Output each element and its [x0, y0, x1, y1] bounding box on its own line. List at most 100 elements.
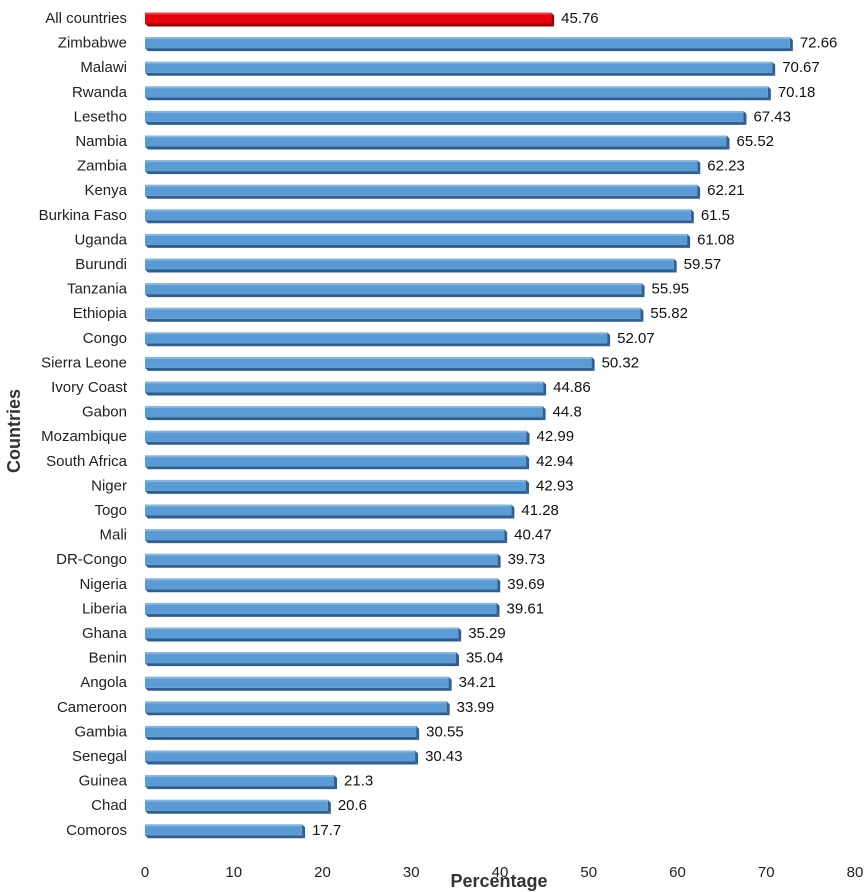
bar-shine	[145, 652, 456, 655]
bar	[145, 701, 450, 716]
bar-bottom-face	[145, 810, 331, 814]
x-tick-label: 50	[580, 864, 597, 881]
bar-shine	[145, 332, 608, 335]
bar-front-face	[145, 110, 744, 122]
category-label: Chad	[91, 797, 127, 814]
bar-side-face	[526, 479, 530, 494]
bar-front-face	[145, 332, 608, 344]
bar	[145, 258, 677, 273]
bar-side-face	[673, 258, 677, 273]
value-label: 72.66	[800, 35, 838, 52]
bar	[145, 381, 547, 396]
bar-bottom-face	[145, 294, 645, 298]
bar-front-face	[145, 578, 498, 590]
bar	[145, 529, 508, 544]
bar-bottom-face	[145, 72, 776, 76]
category-label: Cameroon	[57, 699, 127, 716]
bar-side-face	[497, 553, 501, 568]
value-label: 34.21	[459, 674, 497, 691]
bar-shine	[145, 701, 447, 704]
value-label: 55.95	[652, 281, 690, 298]
bar-front-face	[145, 209, 691, 221]
bar-bottom-face	[145, 367, 595, 371]
bar-shine	[145, 725, 417, 728]
bar	[145, 553, 501, 568]
bar-side-face	[526, 455, 530, 470]
bar-front-face	[145, 381, 544, 393]
bar	[145, 725, 420, 740]
category-label: Mali	[99, 527, 127, 544]
bar-side-face	[496, 602, 500, 617]
bar-side-face	[591, 356, 595, 371]
bar-bottom-face	[145, 466, 530, 470]
bar-front-face	[145, 725, 417, 737]
bar-side-face	[789, 37, 793, 52]
bar-bottom-face	[145, 736, 420, 740]
bar-bottom-face	[145, 392, 547, 396]
bar-shine	[145, 37, 790, 40]
bar-front-face	[145, 602, 497, 614]
bar	[145, 283, 645, 298]
value-label: 42.99	[537, 428, 575, 445]
bar	[145, 430, 530, 445]
bar-front-face	[145, 233, 688, 245]
category-label: Rwanda	[72, 84, 128, 101]
bar	[145, 602, 500, 617]
bar-bottom-face	[145, 786, 338, 790]
bar-shine	[145, 307, 641, 310]
bar-shine	[145, 209, 691, 212]
value-label: 62.23	[707, 158, 745, 175]
bar-side-face	[687, 233, 691, 248]
bar-shine	[145, 12, 552, 15]
bar-side-face	[497, 578, 501, 593]
bar	[145, 184, 701, 199]
value-label: 35.29	[468, 625, 506, 642]
bar	[145, 307, 644, 322]
value-label: 30.55	[426, 723, 464, 740]
bar-front-face	[145, 701, 447, 713]
x-tick-label: 0	[141, 864, 149, 881]
category-label: Niger	[91, 477, 127, 494]
bar-front-face	[145, 307, 641, 319]
bar-front-face	[145, 750, 416, 762]
bar-bottom-face	[145, 712, 450, 716]
bar-bottom-face	[145, 318, 644, 322]
bar	[145, 775, 338, 790]
value-label: 35.04	[466, 650, 504, 667]
category-label: DR-Congo	[56, 551, 127, 568]
category-label: Ethiopia	[73, 305, 128, 322]
category-label: Zimbabwe	[58, 35, 127, 52]
bar-shine	[145, 258, 674, 261]
value-label: 70.67	[782, 59, 820, 76]
bar	[145, 455, 530, 470]
value-label: 44.86	[553, 379, 591, 396]
bar-front-face	[145, 553, 498, 565]
bar-shine	[145, 61, 773, 64]
category-label: Angola	[80, 674, 127, 691]
bar-shine	[145, 750, 416, 753]
value-label: 50.32	[602, 354, 640, 371]
bar-side-face	[726, 135, 730, 150]
bar	[145, 479, 530, 494]
bar-front-face	[145, 37, 790, 49]
bar-side-face	[511, 504, 515, 519]
bar-bottom-face	[145, 146, 730, 150]
bar-bottom-face	[145, 171, 701, 175]
bar-shine	[145, 602, 497, 605]
category-label: Liberia	[82, 600, 128, 617]
category-label: Burkina Faso	[39, 207, 127, 224]
bar	[145, 12, 555, 27]
x-tick-label: 60	[669, 864, 686, 881]
value-label: 44.8	[553, 404, 582, 421]
bar-shine	[145, 233, 688, 236]
bar-front-face	[145, 12, 552, 24]
value-label: 33.99	[457, 699, 495, 716]
bar	[145, 135, 730, 150]
category-label: South Africa	[46, 453, 128, 470]
value-label: 45.76	[561, 10, 599, 27]
value-label: 40.47	[514, 527, 552, 544]
category-label: Senegal	[72, 748, 127, 765]
bar-bottom-face	[145, 343, 611, 347]
bar-bottom-face	[145, 687, 452, 691]
